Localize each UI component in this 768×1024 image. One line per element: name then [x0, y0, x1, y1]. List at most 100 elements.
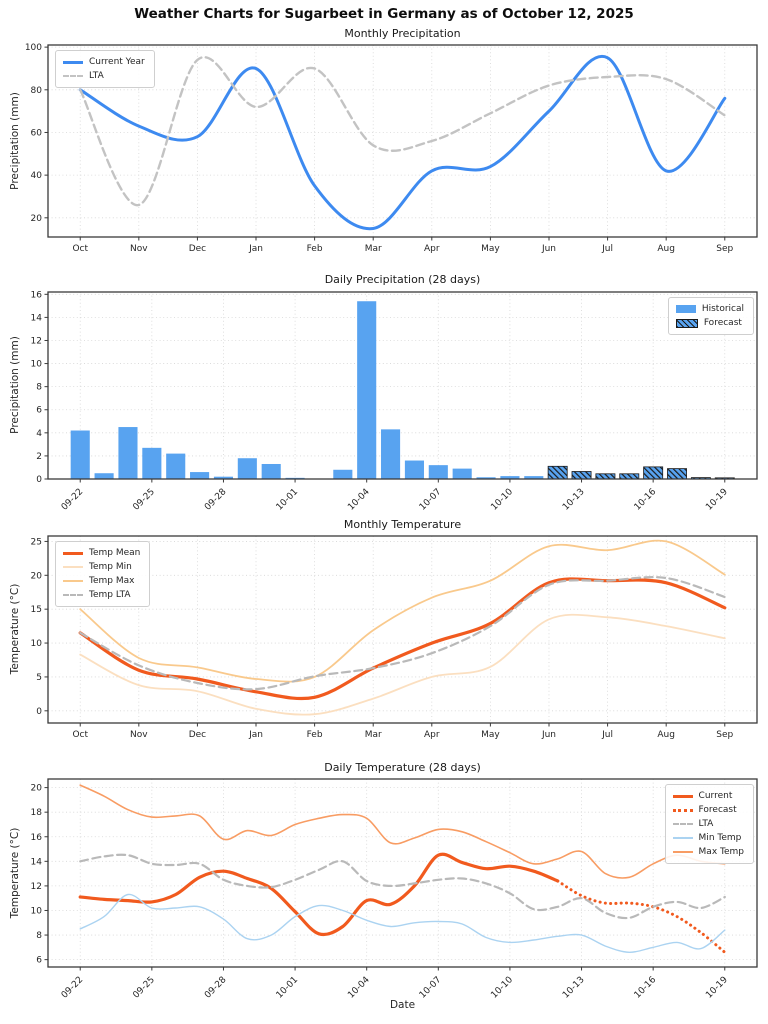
y-tick-label: 6 — [36, 406, 42, 416]
series-current-year — [78, 54, 727, 231]
x-tick-label: Nov — [130, 244, 148, 254]
bars-forecast — [547, 465, 735, 480]
series-forecast — [556, 879, 727, 954]
legend-swatch-current-year-icon — [63, 60, 83, 64]
y-axis-label-daily-temperature: Temperature (°C) — [9, 827, 21, 919]
x-tick-label: Jan — [248, 244, 263, 254]
x-tick-label: Dec — [189, 730, 206, 740]
x-tick-label: 10-10 — [489, 975, 515, 1001]
y-tick-label: 8 — [36, 931, 42, 941]
y-tick-label: 20 — [31, 784, 43, 794]
x-tick-label: 10-07 — [418, 975, 444, 1001]
legend-label: Temp Min — [89, 562, 132, 572]
x-tick-label: 09-28 — [203, 975, 229, 1001]
legend-swatch-lta-icon — [63, 75, 83, 77]
x-tick-label: 10-13 — [561, 975, 587, 1001]
bar-historical — [428, 465, 448, 479]
y-tick-label: 40 — [31, 171, 43, 181]
x-tick-label: 09-22 — [60, 487, 86, 513]
y-tick-label: 8 — [36, 383, 42, 393]
x-tick-label: 09-25 — [131, 487, 157, 513]
chart-monthly-precipitation: Oct Nov Dec Jan Feb Mar Apr May Jun Jul Aug Sep 20 40… — [25, 43, 758, 254]
bar-historical — [237, 458, 257, 479]
x-tick-label: 10-13 — [561, 487, 587, 513]
series-min-temp — [79, 893, 726, 954]
axes-border — [47, 291, 758, 480]
legend-swatch-forecast-icon — [675, 318, 698, 328]
chart-title-daily-temperature: Daily Temperature (28 days) — [324, 761, 481, 774]
x-tick-label: May — [481, 244, 500, 254]
legend-label: Max Temp — [698, 847, 744, 857]
x-tick-label: 09-25 — [131, 975, 157, 1001]
y-tick-label: 12 — [31, 336, 42, 346]
series-lta — [79, 56, 726, 207]
series-current — [78, 852, 560, 937]
x-tick-label: 09-22 — [60, 975, 86, 1001]
legend-label: Temp Mean — [89, 548, 141, 558]
legend-swatch-temp-lta-icon — [63, 594, 83, 596]
x-tick-label: Oct — [72, 730, 88, 740]
bar-forecast — [595, 473, 616, 480]
legend-swatch-temp-mean-icon — [63, 551, 83, 555]
series-lta — [79, 853, 726, 920]
y-tick-label: 5 — [36, 673, 42, 683]
x-tick-label: Nov — [130, 730, 148, 740]
bar-forecast — [619, 473, 640, 480]
x-tick-label: Apr — [424, 730, 440, 740]
x-tick-label: Jun — [541, 244, 556, 254]
x-tick-label: Feb — [307, 730, 323, 740]
legend-label: LTA — [698, 819, 714, 829]
y-tick-label: 0 — [36, 475, 42, 485]
bar-forecast — [643, 466, 664, 480]
x-tick-label: Feb — [307, 244, 323, 254]
series-temp-mean — [78, 577, 727, 701]
series-temp-lta — [79, 576, 726, 691]
y-tick-label: 10 — [31, 360, 43, 370]
legend-item-temp-min: Temp Min — [63, 562, 140, 572]
bars-historical — [70, 301, 544, 479]
legend-monthly-precipitation: Current Year LTA — [55, 50, 155, 88]
x-tick-label: 09-28 — [203, 487, 229, 513]
axes-border — [47, 535, 758, 724]
legend-label: Forecast — [703, 318, 742, 328]
y-tick-label: 100 — [25, 43, 42, 53]
bar-historical — [381, 429, 401, 479]
bar-historical — [357, 301, 377, 479]
bar-historical — [190, 472, 210, 479]
bar-historical — [142, 447, 162, 479]
y-tick-label: 60 — [31, 128, 43, 138]
legend-item-min-temp: Min Temp — [672, 833, 744, 843]
y-tick-label: 20 — [31, 571, 43, 581]
x-tick-label: Dec — [189, 244, 206, 254]
legend-item-forecast: Forecast — [672, 805, 744, 815]
bar-historical — [166, 453, 186, 479]
bar-historical — [452, 468, 472, 479]
legend-item-temp-mean: Temp Mean — [63, 548, 140, 558]
legend-item-temp-max: Temp Max — [63, 576, 140, 586]
bar-historical — [524, 476, 544, 479]
legend-daily-precipitation: Historical Forecast — [667, 297, 754, 335]
y-tick-label: 12 — [31, 882, 42, 892]
x-tick-label: 10-16 — [633, 975, 659, 1001]
y-tick-label: 18 — [31, 808, 43, 818]
legend-swatch-historical-icon — [675, 305, 696, 313]
x-tick-label: Jul — [601, 730, 613, 740]
legend-label: Temp LTA — [89, 590, 131, 600]
chart-monthly-temperature: Oct Nov Dec Jan Feb Mar Apr May Jun Jul Aug Sep 0 5 10… — [31, 535, 758, 740]
bar-historical — [70, 430, 90, 479]
x-tick-label: 10-16 — [633, 487, 659, 513]
legend-item-current-year: Current Year — [63, 57, 145, 67]
y-tick-label: 16 — [31, 290, 43, 300]
y-tick-label: 10 — [31, 639, 43, 649]
legend-swatch-lta-icon — [672, 823, 693, 825]
y-axis-label-monthly-temperature: Temperature (°C) — [9, 583, 21, 675]
series-temp-min — [79, 613, 726, 716]
chart-title-daily-precipitation: Daily Precipitation (28 days) — [324, 273, 481, 286]
bar-historical — [118, 427, 138, 479]
chart-daily-temperature-28-days-: 09-22 09-25 09-28 10-01 10-04 10-07 10-10 10-13… — [31, 778, 758, 1001]
y-tick-label: 2 — [36, 452, 42, 462]
chart-daily-precipitation-28-days-: 09-22 09-25 09-28 10-01 10-04 10-07 10-10 10-13… — [31, 290, 758, 513]
x-tick-label: Aug — [657, 730, 675, 740]
x-tick-label: Jun — [541, 730, 556, 740]
